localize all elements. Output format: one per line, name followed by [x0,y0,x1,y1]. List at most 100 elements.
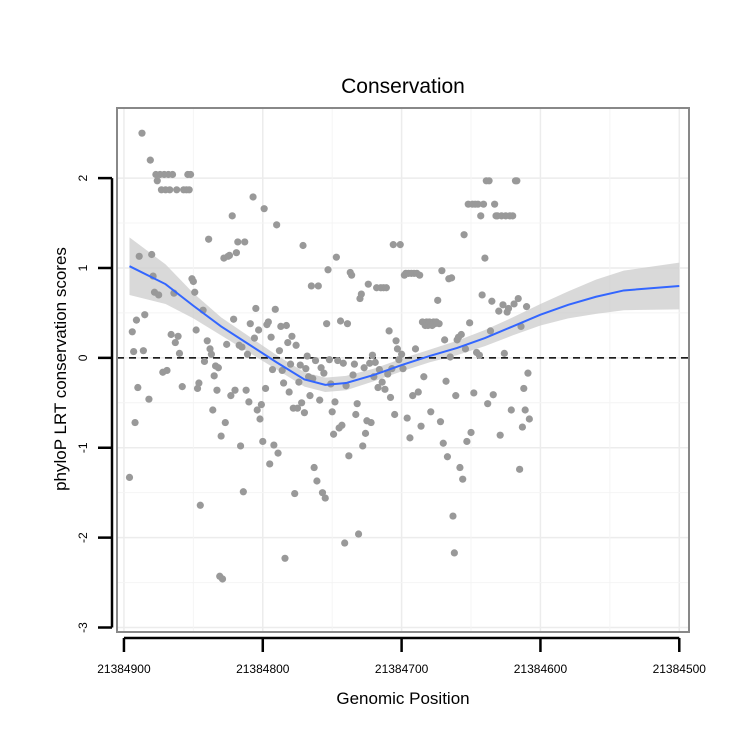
data-point [317,364,325,372]
data-point [186,170,195,179]
data-point [200,357,209,366]
data-point [163,366,171,375]
data-point [153,177,161,185]
data-point [360,364,368,372]
data-point [324,266,332,274]
data-point [214,364,222,372]
data-point [206,345,214,353]
data-point [175,349,184,357]
data-point [278,366,286,375]
data-point [416,271,424,279]
data-point [450,549,458,557]
data-point [146,156,154,164]
data-point [134,383,142,392]
data-point [338,421,346,429]
data-point [145,395,153,403]
data-point [274,449,282,457]
data-point [261,384,270,393]
data-point [441,336,449,344]
x-tick-label: 21384600 [514,662,568,676]
data-point [331,398,339,406]
data-point [227,392,235,400]
x-axis: 21384900 21384800 21384700 21384600 21384500 [97,636,707,676]
data-point [298,399,306,407]
y-tick-label: -2 [76,532,90,543]
data-point [446,353,454,361]
data-point [461,345,470,353]
data-point [281,554,289,562]
data-point [499,301,507,309]
data-point [168,170,177,179]
data-point [349,371,357,379]
data-point [318,489,327,497]
data-point [439,439,447,447]
data-point [507,406,515,414]
plot-panel-border [116,107,690,633]
data-point [488,297,496,305]
data-point [350,360,359,368]
grid-lines [117,108,689,632]
data-point [253,406,261,414]
data-point [171,338,179,347]
x-tick-label: 21384800 [236,662,290,676]
data-point [268,365,277,374]
data-point [357,290,365,298]
data-point [141,311,149,319]
data-point [460,231,468,239]
data-point [275,347,284,355]
x-axis-title: Genomic Position [336,689,469,708]
data-point [496,431,504,439]
data-point [522,303,531,311]
data-point [250,334,259,342]
data-point [457,330,465,339]
data-point [481,254,489,262]
data-point [252,304,260,313]
data-point [435,320,443,328]
data-point [135,252,143,260]
x-tick-label: 21384900 [97,662,151,676]
data-point [209,406,217,414]
data-point [485,177,493,185]
data-point [218,575,227,583]
data-point [348,271,356,279]
data-point [353,400,361,408]
data-point [409,392,417,400]
data-point [417,422,425,430]
x-tick-label: 21384500 [653,662,707,676]
data-point [280,379,288,387]
data-point [368,351,377,359]
data-point [345,452,353,460]
data-point [210,372,218,380]
data-point [514,294,522,303]
data-point [466,319,474,327]
data-point [420,373,428,381]
data-point [427,408,435,416]
data-point [282,321,290,330]
data-point [277,322,285,331]
data-point [484,400,492,408]
data-point [225,251,234,260]
data-point [238,343,246,351]
data-point [173,186,181,194]
data-point [320,369,328,377]
data-point [341,539,349,547]
data-point [196,501,204,509]
data-point [516,465,524,473]
data-point [513,177,521,185]
data-point [491,200,499,208]
data-point [266,460,274,468]
data-point [323,320,331,328]
data-point [325,356,334,364]
data-point [245,398,253,406]
data-point [463,437,471,446]
data-point [443,453,452,461]
data-point [478,291,486,299]
data-point [411,345,420,353]
data-point [246,320,254,328]
data-point [334,356,342,365]
data-point [403,414,411,422]
data-point [364,280,372,288]
data-point [130,347,138,356]
data-point [174,332,182,340]
